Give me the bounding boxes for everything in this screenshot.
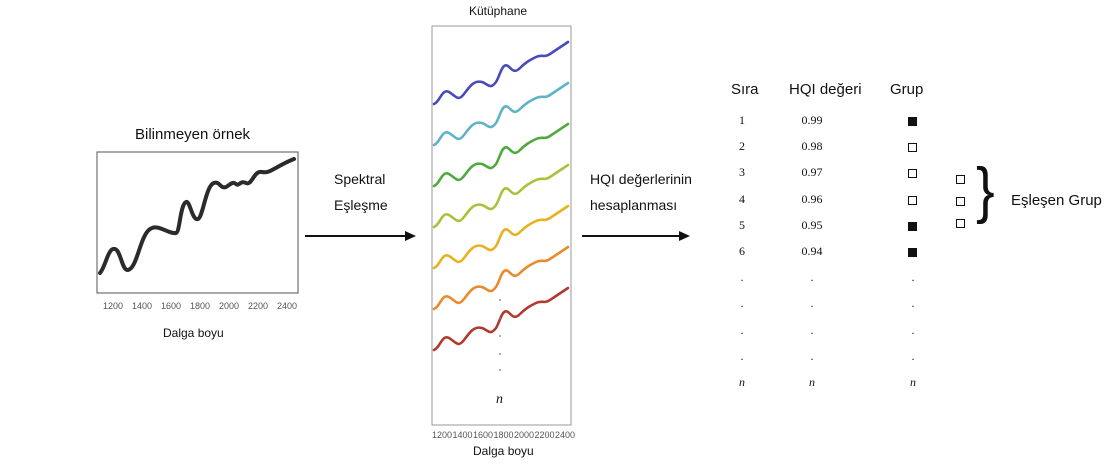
cell-rank: 6 — [739, 244, 745, 258]
tick-label: 1600 — [161, 301, 181, 311]
arrow2-label-line2: hesaplanması — [590, 197, 678, 213]
cell-rank: . — [740, 322, 744, 337]
header-rank: Sıra — [731, 81, 759, 98]
cell-group: . — [911, 270, 915, 285]
tick-label: 2400 — [277, 301, 297, 311]
tick-label: 2000 — [514, 430, 534, 440]
tick-label: 1400 — [132, 301, 152, 311]
tick-label: 1800 — [190, 301, 210, 311]
library-spectrum-line — [432, 204, 570, 270]
cell-rank: 3 — [739, 165, 745, 180]
cell-rank: 2 — [739, 139, 745, 154]
group-empty-square — [908, 195, 917, 205]
matching-group-square — [956, 175, 965, 184]
library-ticks: 1200 1400 1600 1800 2000 2200 2400 — [432, 430, 575, 440]
arrow1-label-line2: Eşleşme — [334, 197, 388, 213]
matching-group-square — [956, 197, 965, 206]
arrow2-label-line1: HQI değerlerinin — [590, 171, 692, 187]
tick-label: 1600 — [473, 430, 493, 440]
unknown-sample-xlabel: Dalga boyu — [163, 326, 224, 340]
tick-label: 2200 — [534, 430, 554, 440]
library-frame — [431, 25, 572, 426]
matching-group-brace: } — [976, 156, 995, 225]
arrow1-label-line1: Spektral — [334, 171, 386, 187]
tick-label: 2200 — [248, 301, 268, 311]
tick-label: 1200 — [103, 301, 123, 311]
group-empty-square — [908, 143, 917, 153]
cell-hqi: . — [810, 322, 814, 337]
header-hqi: HQI değeri — [789, 81, 862, 98]
library-xlabel: Dalga boyu — [473, 444, 534, 458]
cell-hqi: 0.98 — [801, 139, 823, 154]
cell-group: . — [911, 348, 915, 363]
cell-rank: . — [740, 348, 744, 363]
group-empty-square — [908, 169, 917, 179]
library-spectrum-line — [432, 286, 570, 352]
group-filled-square — [908, 117, 917, 126]
library-spectrum-line — [432, 163, 570, 229]
tick-label: 2400 — [555, 430, 575, 440]
cell-rank: 4 — [739, 191, 745, 206]
cell-rank: n — [739, 375, 745, 389]
unknown-sample-ticks: 1200 1400 1600 1800 2000 2200 2400 — [103, 301, 297, 311]
header-group: Grup — [890, 81, 924, 98]
unknown-sample-title: Bilinmeyen örnek — [135, 126, 251, 143]
cell-hqi: 0.99 — [801, 113, 823, 127]
library-vertical-dots — [499, 299, 501, 371]
cell-group: n — [910, 375, 916, 389]
cell-group: . — [911, 296, 915, 311]
library-title: Kütüphane — [469, 4, 528, 18]
cell-hqi: 0.97 — [801, 165, 823, 180]
cell-rank: . — [740, 270, 744, 285]
library-n-label: n — [496, 392, 503, 407]
cell-hqi: 0.94 — [801, 244, 823, 258]
cell-hqi: . — [810, 270, 814, 285]
cell-hqi: . — [810, 296, 814, 311]
group-filled-square — [908, 221, 917, 231]
cell-group: . — [911, 322, 915, 337]
unknown-sample-curve — [98, 157, 296, 275]
group-filled-square — [908, 248, 917, 257]
tick-label: 1400 — [452, 430, 472, 440]
cell-rank: . — [740, 296, 744, 311]
library-spectrum-line — [432, 122, 570, 188]
cell-hqi: . — [810, 348, 814, 363]
cell-hqi: 0.96 — [801, 191, 823, 206]
library-spectrum-line — [432, 245, 570, 311]
library-spectrum-line — [432, 40, 570, 106]
tick-label: 2000 — [219, 301, 239, 311]
tick-label: 1800 — [493, 430, 513, 440]
tick-label: 1200 — [432, 430, 452, 440]
matching-group-square — [956, 219, 965, 228]
library-spectrum-line — [432, 81, 570, 147]
library-curves — [432, 40, 570, 352]
cell-hqi: n — [809, 375, 815, 389]
matching-group-label: Eşleşen Grup — [1011, 192, 1102, 209]
cell-rank: 1 — [739, 113, 745, 127]
cell-hqi: 0.95 — [801, 217, 823, 232]
cell-rank: 5 — [739, 217, 745, 232]
